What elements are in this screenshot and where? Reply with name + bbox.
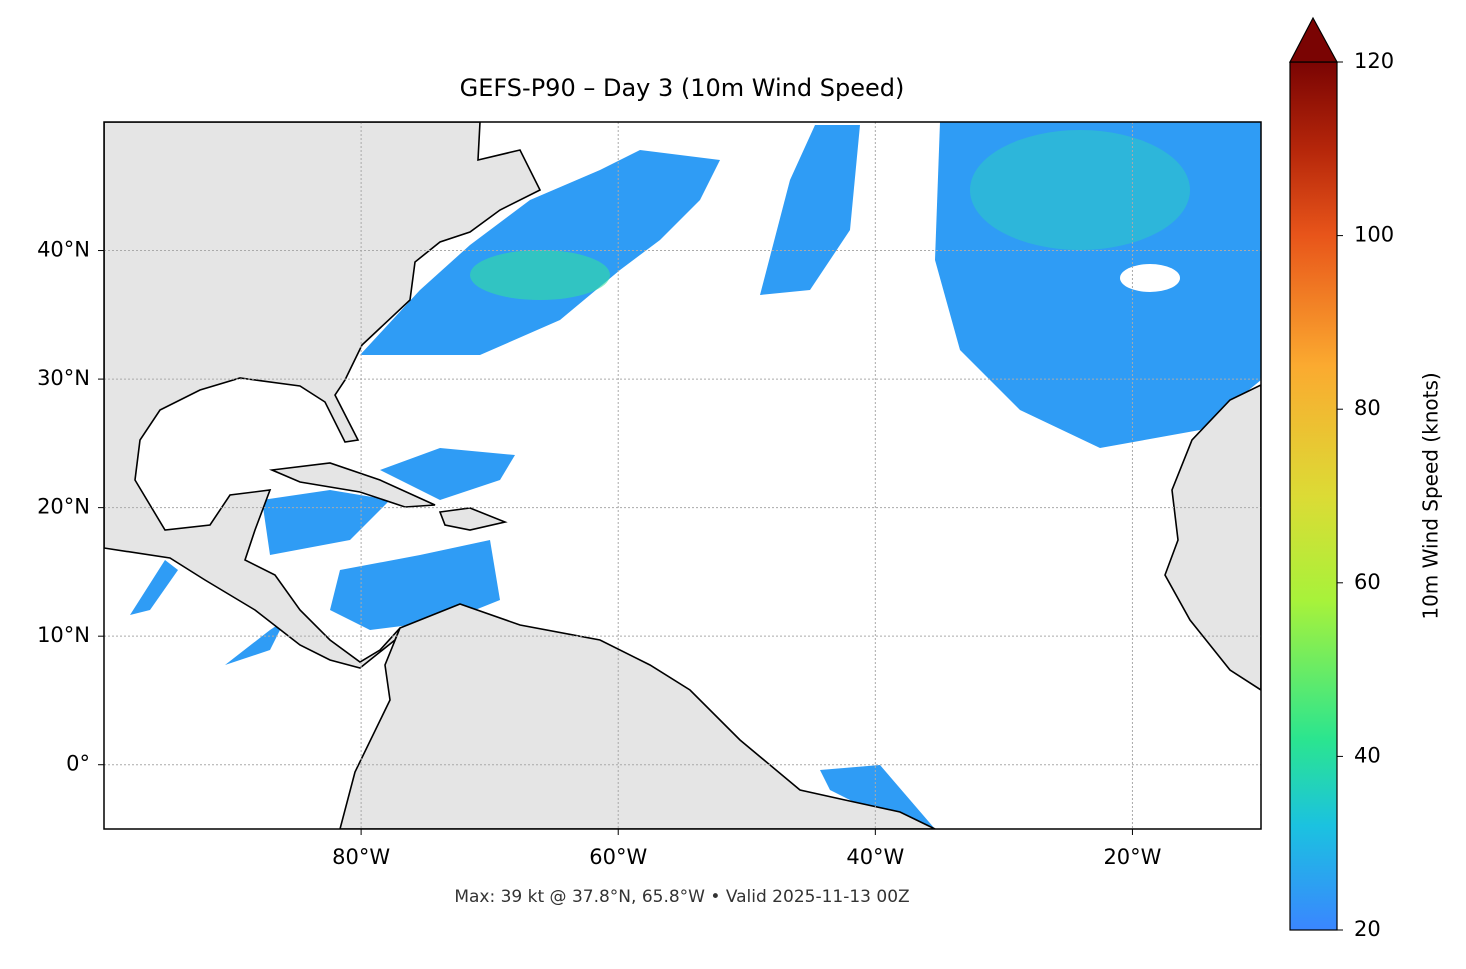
calm-area: [1120, 264, 1180, 292]
africa: [1164, 384, 1261, 691]
wind-area: [970, 130, 1190, 250]
wind-area: [760, 125, 860, 295]
x-tick-label: 80°W: [332, 845, 390, 869]
y-tick-label: 20°N: [37, 495, 90, 519]
colorbar-tick-label: 120: [1354, 49, 1394, 73]
colorbar: [1289, 61, 1338, 931]
x-tick-label: 60°W: [589, 845, 647, 869]
colorbar-tick-label: 40: [1354, 743, 1381, 767]
map-frame: [103, 121, 1262, 830]
y-tick-label: 0°: [66, 752, 90, 776]
wind-area: [130, 560, 178, 615]
hispaniola: [438, 507, 508, 531]
colorbar-extend: [1289, 16, 1339, 63]
north-america: [104, 122, 542, 669]
wind-area: [225, 620, 285, 665]
colorbar-tick-label: 80: [1354, 396, 1381, 420]
footer: Max: 39 kt @ 37.8°N, 65.8°W • Valid 2025…: [454, 887, 909, 907]
wind-area: [380, 448, 515, 500]
map: [104, 122, 1261, 829]
south-america: [339, 603, 936, 829]
y-tick-label: 10°N: [37, 623, 90, 647]
cuba: [268, 462, 436, 508]
colorbar-label: 10m Wind Speed (knots): [1419, 372, 1443, 619]
wind-area: [262, 490, 390, 555]
wind-area: [470, 250, 610, 300]
y-tick-label: 30°N: [37, 366, 90, 390]
y-tick-label: 40°N: [37, 238, 90, 262]
x-tick-label: 20°W: [1103, 845, 1161, 869]
colorbar-tick-label: 100: [1354, 223, 1394, 247]
title: GEFS-P90 – Day 3 (10m Wind Speed): [460, 74, 905, 102]
x-tick-label: 40°W: [846, 845, 904, 869]
grid: [104, 122, 1261, 829]
wind-area: [820, 765, 935, 829]
colorbar-tick-label: 60: [1354, 570, 1381, 594]
colorbar-tick-label: 20: [1354, 917, 1381, 941]
